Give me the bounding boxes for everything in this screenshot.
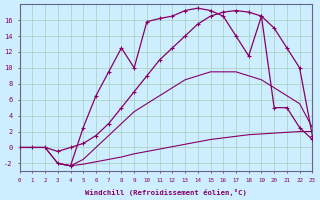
X-axis label: Windchill (Refroidissement éolien,°C): Windchill (Refroidissement éolien,°C): [85, 189, 247, 196]
